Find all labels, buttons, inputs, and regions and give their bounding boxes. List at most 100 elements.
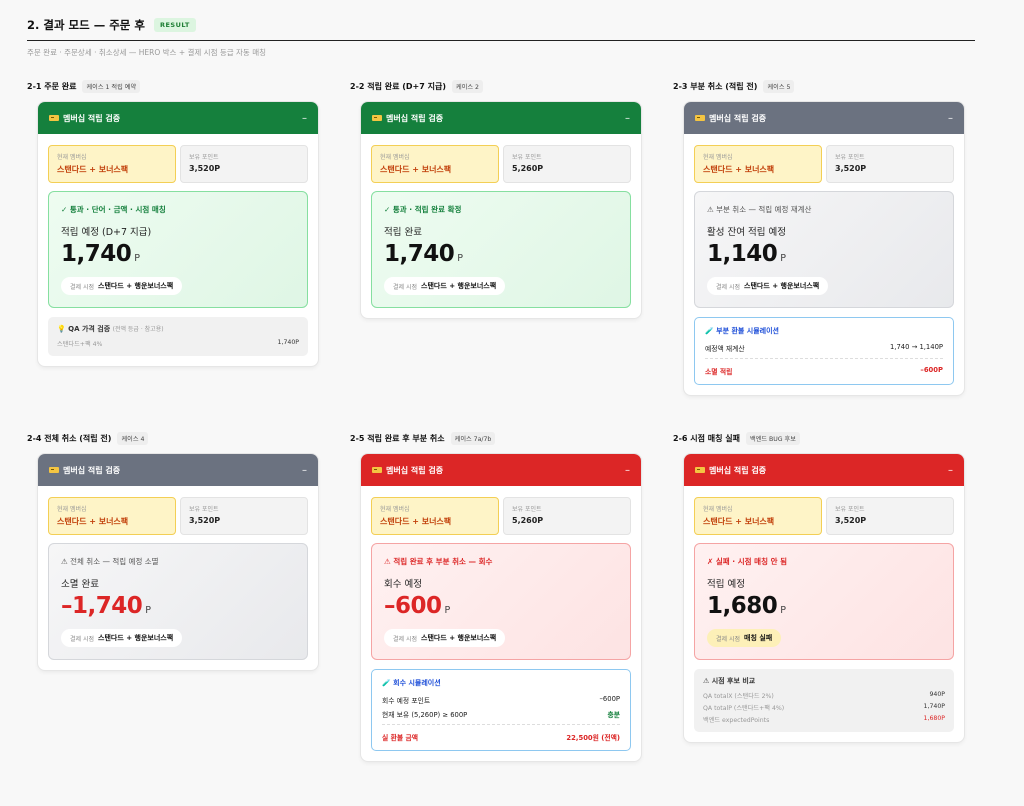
card-header: 멤버십 적립 검증 – — [361, 454, 641, 486]
membership-tier-box: 현재 멤버십 스탠다드 + 보너스팩 — [694, 497, 822, 535]
page-header: 2. 결과 모드 — 주문 후 RESULT 주문 완료 · 주문상세 · 취소… — [27, 14, 975, 58]
pay-label: 결제 시점 — [716, 283, 740, 291]
tier-label: 현재 멤버십 — [57, 154, 87, 161]
card-header: 멤버십 적립 검증 – — [361, 102, 641, 134]
ticket-icon — [372, 115, 382, 121]
case-tag: 케이스 5 — [763, 79, 795, 93]
hero-amount: 1,680 — [707, 593, 778, 619]
hero-amount: 1,140 — [707, 241, 778, 267]
hero-label: 활성 잔여 적립 예정 — [707, 227, 786, 238]
tier-label: 현재 멤버십 — [380, 506, 410, 513]
pay-label: 결제 시점 — [393, 283, 417, 291]
hero-status: ✓ 통과 · 단어 · 금액 · 시점 매칭 — [61, 205, 166, 214]
pay-value: 스탠다드 + 행운보너스팩 — [98, 634, 174, 642]
minimize-button[interactable]: – — [625, 464, 630, 476]
header-divider — [27, 40, 975, 41]
sim-row: 현재 보유 (5,260P) ≥ 600P 충분 — [382, 709, 620, 725]
section-2-6: 2-6 시점 매칭 실패 백엔드 BUG 후보 멤버십 적립 검증 – 현재 멤… — [673, 431, 964, 742]
pay-value: 스탠다드 + 행운보너스팩 — [421, 634, 497, 642]
card-header: 멤버십 적립 검증 – — [684, 102, 964, 134]
card-title: 멤버십 적립 검증 — [63, 113, 121, 123]
pay-value: 스탠다드 + 행운보너스팩 — [744, 282, 820, 290]
qa-title: ⚠ 시점 후보 비교 — [703, 677, 756, 685]
pay-value: 스탠다드 + 행운보너스팩 — [421, 282, 497, 290]
points-box: 보유 포인트 3,520P — [180, 497, 308, 535]
section-label: 2-3 부분 취소 (적립 전) — [673, 81, 758, 91]
ticket-icon — [49, 115, 59, 121]
case-tag: 케이스 1 적립 예약 — [82, 79, 141, 93]
membership-card: 멤버십 적립 검증 – 현재 멤버십 스탠다드 + 보너스팩 보유 포인트 3,… — [684, 454, 964, 742]
membership-card: 멤버십 적립 검증 – 현재 멤버십 스탠다드 + 보너스팩 보유 포인트 3,… — [38, 102, 318, 366]
tier-value: 스탠다드 + 보너스팩 — [703, 165, 775, 174]
pay-value: 스탠다드 + 행운보너스팩 — [98, 282, 174, 290]
hero-box: ✓ 통과 · 단어 · 금액 · 시점 매칭 적립 예정 (D+7 지급) 1,… — [48, 191, 308, 308]
hero-label: 소멸 완료 — [61, 579, 99, 590]
tier-label: 현재 멤버십 — [703, 154, 733, 161]
section-2-4: 2-4 전체 취소 (적립 전) 케이스 4 멤버십 적립 검증 – 현재 멤버… — [27, 431, 318, 670]
membership-tier-box: 현재 멤버십 스탠다드 + 보너스팩 — [48, 145, 176, 183]
sim-row: 예정액 재계산 1,740 → 1,140P — [705, 343, 943, 359]
qa-note: (전액 등급 · 참고용) — [112, 326, 164, 333]
sim-title: 🧪 부분 환불 시뮬레이션 — [705, 327, 779, 335]
section-label: 2-6 시점 매칭 실패 — [673, 433, 740, 443]
hero-box: ✗ 실패 · 시점 매칭 안 됨 적립 예정 1,680 P 결제 시점 매칭 … — [694, 543, 954, 660]
minimize-button[interactable]: – — [948, 464, 953, 476]
sim-total-row: 소멸 적립 –600P — [705, 366, 943, 376]
hero-label: 적립 예정 (D+7 지급) — [61, 227, 152, 238]
minimize-button[interactable]: – — [302, 112, 307, 124]
hero-label: 적립 완료 — [384, 227, 422, 238]
minimize-button[interactable]: – — [302, 464, 307, 476]
section-label: 2-4 전체 취소 (적립 전) — [27, 433, 112, 443]
case-tag: 케이스 7a/7b — [450, 431, 496, 445]
membership-card: 멤버십 적립 검증 – 현재 멤버십 스탠다드 + 보너스팩 보유 포인트 3,… — [38, 454, 318, 670]
result-badge: RESULT — [153, 18, 196, 32]
section-2-3: 2-3 부분 취소 (적립 전) 케이스 5 멤버십 적립 검증 – 현재 멤버… — [673, 79, 964, 395]
qa-row: 스탠다드+팩 4% 1,740P — [57, 339, 299, 348]
section-2-5: 2-5 적립 완료 후 부분 취소 케이스 7a/7b 멤버십 적립 검증 – … — [350, 431, 641, 761]
tier-value: 스탠다드 + 보너스팩 — [57, 517, 129, 526]
points-box: 보유 포인트 5,260P — [503, 497, 631, 535]
points-label: 보유 포인트 — [512, 506, 542, 513]
minimize-button[interactable]: – — [948, 112, 953, 124]
card-title: 멤버십 적립 검증 — [709, 465, 767, 475]
pay-label: 결제 시점 — [70, 635, 94, 643]
ticket-icon — [372, 467, 382, 473]
pay-value: 매칭 실패 — [744, 634, 773, 642]
hero-unit: P — [780, 253, 786, 264]
points-label: 보유 포인트 — [189, 506, 219, 513]
pay-time-pill: 결제 시점 스탠다드 + 행운보너스팩 — [61, 629, 183, 647]
ticket-icon — [695, 467, 705, 473]
hero-status: ⚠ 적립 완료 후 부분 취소 — 회수 — [384, 557, 493, 566]
points-value: 5,260P — [512, 164, 544, 173]
case-tag: 케이스 2 — [451, 79, 483, 93]
tier-value: 스탠다드 + 보너스팩 — [57, 165, 129, 174]
tier-value: 스탠다드 + 보너스팩 — [380, 165, 452, 174]
hero-box: ⚠ 적립 완료 후 부분 취소 — 회수 회수 예정 –600 P 결제 시점 … — [371, 543, 631, 660]
minimize-button[interactable]: – — [625, 112, 630, 124]
card-title: 멤버십 적립 검증 — [63, 465, 121, 475]
hero-unit: P — [134, 253, 140, 264]
qa-row: 백엔드 expectedPoints 1,680P — [703, 715, 945, 724]
qa-row: QA totalP (스탠다드+팩 4%) 1,740P — [703, 703, 945, 712]
qa-box: ⚠ 시점 후보 비교 QA totalX (스탠다드 2%) 940P QA t… — [694, 669, 954, 732]
section-label: 2-5 적립 완료 후 부분 취소 — [350, 433, 445, 443]
pay-time-pill: 결제 시점 매칭 실패 — [707, 629, 782, 647]
hero-label: 적립 예정 — [707, 579, 745, 590]
hero-status: ⚠ 전체 취소 — 적립 예정 소멸 — [61, 557, 159, 566]
simulation-box: 🧪 회수 시뮬레이션 회수 예정 포인트 –600P 현재 보유 (5,260P… — [371, 669, 631, 751]
sim-title: 🧪 회수 시뮬레이션 — [382, 679, 441, 687]
hero-status: ✗ 실패 · 시점 매칭 안 됨 — [707, 557, 787, 566]
points-box: 보유 포인트 5,260P — [503, 145, 631, 183]
membership-tier-box: 현재 멤버십 스탠다드 + 보너스팩 — [694, 145, 822, 183]
pay-time-pill: 결제 시점 스탠다드 + 행운보너스팩 — [384, 277, 506, 295]
hero-amount: –600 — [384, 593, 442, 619]
tier-label: 현재 멤버십 — [703, 506, 733, 513]
membership-tier-box: 현재 멤버십 스탠다드 + 보너스팩 — [371, 497, 499, 535]
card-title: 멤버십 적립 검증 — [386, 113, 444, 123]
page-subtitle: 주문 완료 · 주문상세 · 취소상세 — HERO 박스 + 결제 시점 등급… — [27, 48, 267, 57]
points-label: 보유 포인트 — [835, 506, 865, 513]
tier-label: 현재 멤버십 — [57, 506, 87, 513]
card-title: 멤버십 적립 검증 — [386, 465, 444, 475]
pay-time-pill: 결제 시점 스탠다드 + 행운보너스팩 — [61, 277, 183, 295]
qa-box: 💡 QA 가격 검증 (전액 등급 · 참고용) 스탠다드+팩 4% 1,740… — [48, 317, 308, 356]
